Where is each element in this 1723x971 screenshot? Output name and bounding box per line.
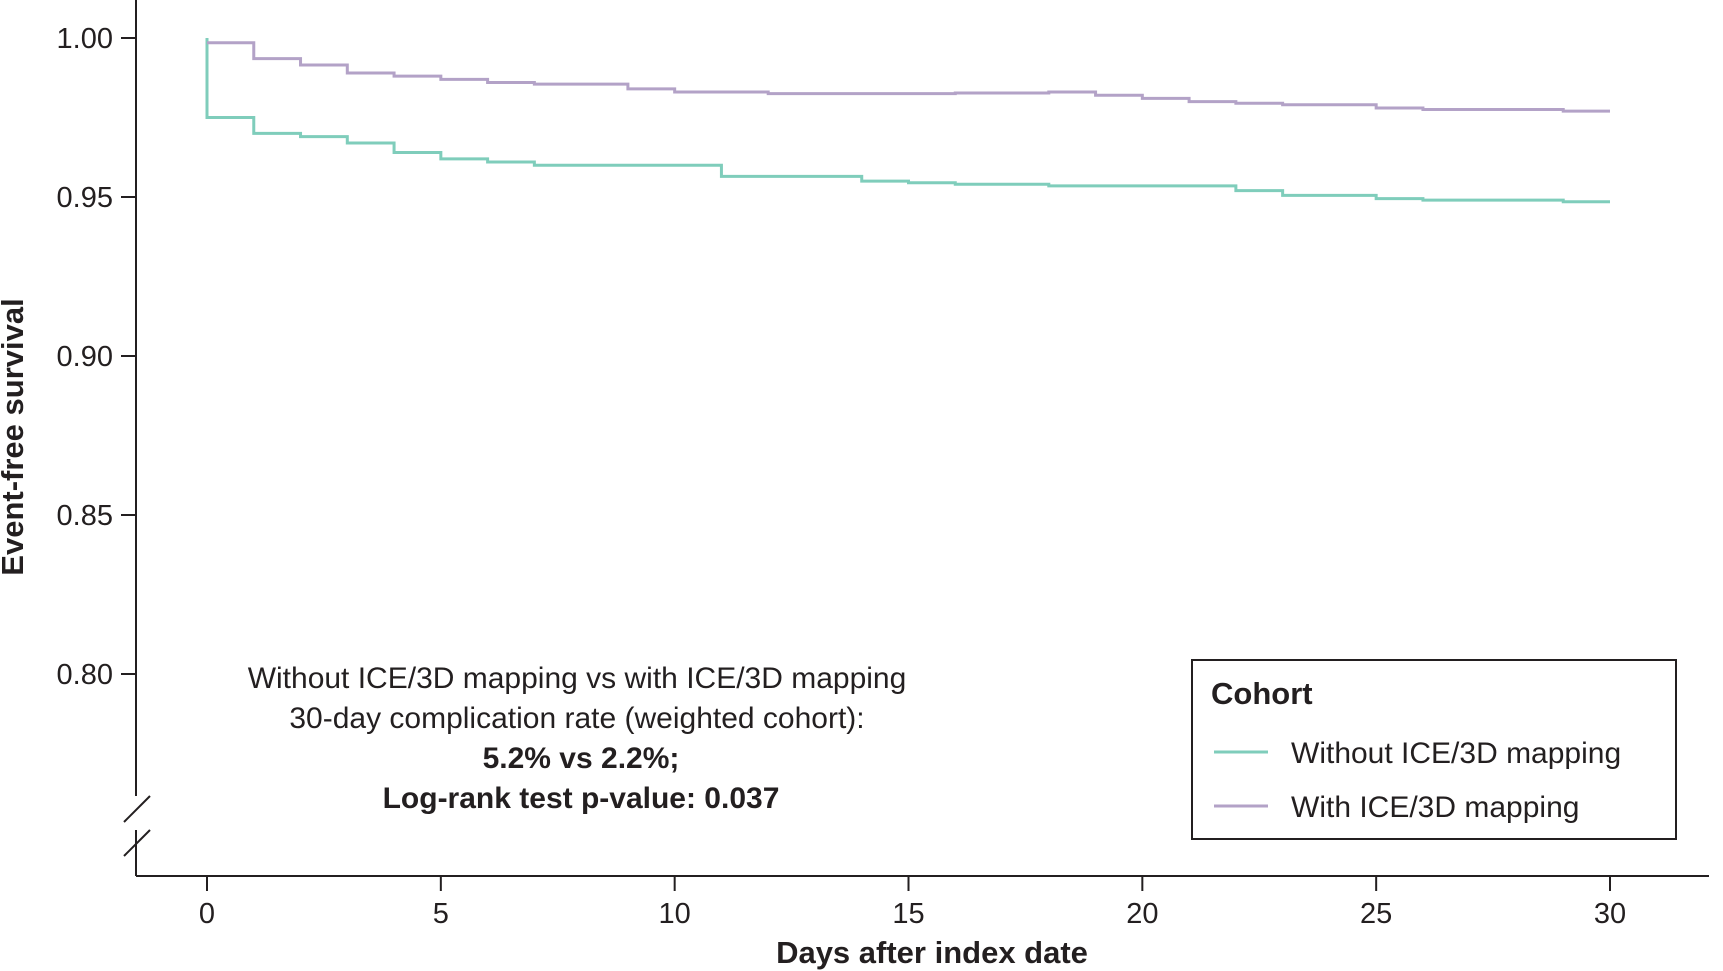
series-line-with-ice: [207, 41, 1610, 113]
annotation-line-1: Without ICE/3D mapping vs with ICE/3D ma…: [248, 662, 907, 695]
y-ticks: 0.80 0.85 0.90 0.95 1.00: [57, 23, 136, 691]
axis-break-mark-upper: [123, 795, 151, 823]
y-tick-label: 0.90: [57, 341, 113, 373]
legend-title: Cohort: [1211, 676, 1313, 711]
annotation-line-2: 30-day complication rate (weighted cohor…: [289, 702, 864, 735]
legend-label-with: With ICE/3D mapping: [1291, 791, 1579, 824]
y-tick-label: 0.95: [57, 182, 113, 214]
series-layer: [205, 38, 1610, 204]
x-tick-label: 10: [659, 898, 691, 930]
y-tick-label: 0.80: [57, 659, 113, 691]
x-tick-label: 0: [199, 898, 215, 930]
annotation-block: Without ICE/3D mapping vs with ICE/3D ma…: [248, 662, 907, 815]
x-tick-label: 15: [892, 898, 924, 930]
x-tick-label: 30: [1594, 898, 1626, 930]
y-axis-title: Event-free survival: [0, 298, 30, 575]
y-tick-label: 1.00: [57, 23, 113, 55]
x-tick-label: 25: [1360, 898, 1392, 930]
legend-box: [1191, 659, 1677, 840]
axis-break-mark-lower: [123, 829, 151, 857]
y-tick-label: 0.85: [57, 500, 113, 532]
legend-label-without: Without ICE/3D mapping: [1291, 737, 1621, 770]
legend: Cohort Without ICE/3D mapping With ICE/3…: [1191, 659, 1677, 840]
x-axis-title: Days after index date: [776, 935, 1088, 970]
x-ticks: 0 5 10 15 20 25 30: [199, 876, 1626, 930]
annotation-pvalue: Log-rank test p-value: 0.037: [383, 782, 780, 815]
annotation-rates: 5.2% vs 2.2%;: [483, 742, 680, 775]
x-tick-label: 5: [433, 898, 449, 930]
series-line-without-ice: [205, 38, 1610, 204]
x-tick-label: 20: [1126, 898, 1158, 930]
